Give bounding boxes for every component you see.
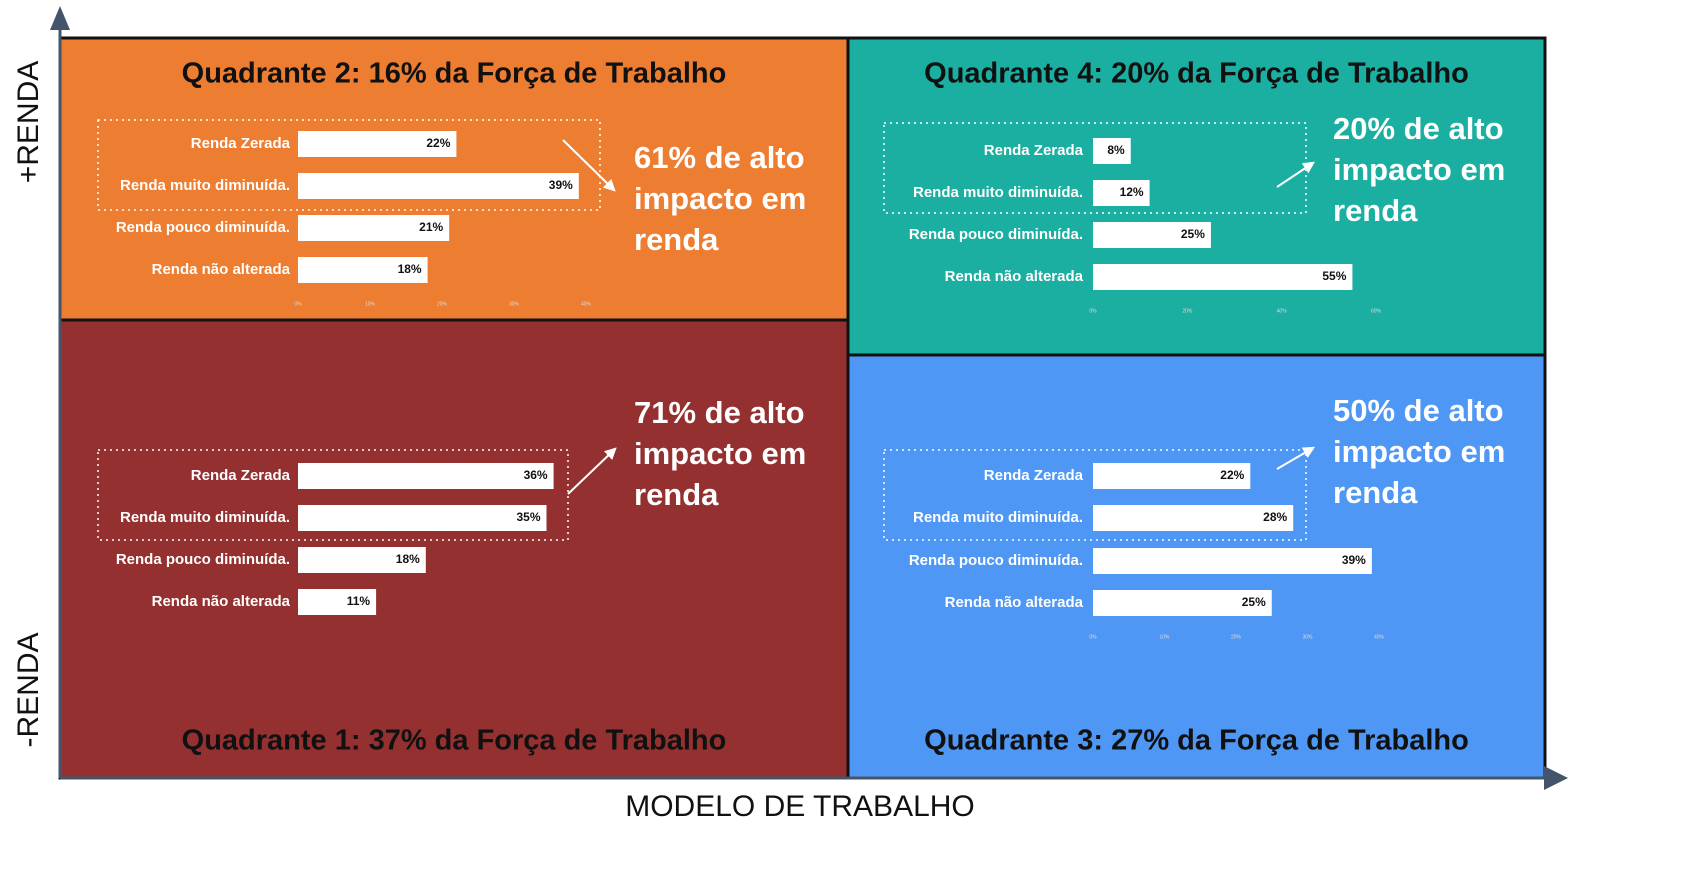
x-tick-label: 10%: [365, 301, 376, 307]
value-label: 22%: [1220, 468, 1244, 482]
bar: [298, 173, 579, 199]
x-tick-label: 20%: [1182, 308, 1193, 314]
annotation: 71% de alto: [634, 395, 805, 430]
category-label: Renda muito diminuída.: [120, 177, 290, 194]
annotation: 61% de alto: [634, 140, 805, 175]
category-label: Renda Zerada: [984, 467, 1084, 484]
category-label: Renda pouco diminuída.: [909, 552, 1083, 569]
value-label: 12%: [1120, 185, 1144, 199]
value-label: 11%: [347, 594, 371, 608]
annotation-arrow: [1276, 446, 1316, 470]
x-tick-label: 10%: [1159, 634, 1170, 640]
category-label: Renda não alterada: [152, 261, 291, 278]
bar: [1093, 264, 1353, 290]
quadrant-background: [846, 36, 1547, 357]
quadrant-title: Quadrante 3: 27% da Força de Trabalho: [924, 725, 1469, 757]
highlight-box: [97, 119, 601, 211]
bar: [1093, 222, 1211, 248]
category-label: Renda Zerada: [984, 142, 1084, 159]
value-label: 18%: [396, 552, 420, 566]
bar: [298, 131, 457, 157]
x-tick-label: 20%: [1231, 634, 1242, 640]
category-label: Renda muito diminuída.: [913, 509, 1083, 526]
annotation: 50% de alto: [1333, 393, 1504, 428]
x-tick-label: 40%: [581, 301, 592, 307]
value-label: 25%: [1242, 595, 1266, 609]
annotation: impacto em: [1333, 152, 1505, 187]
bar: [1093, 590, 1272, 616]
category-label: Renda Zerada: [191, 135, 291, 152]
annotation: impacto em: [634, 181, 806, 216]
bar: [298, 257, 428, 283]
x-tick-label: 40%: [1374, 634, 1385, 640]
annotation-arrow: [567, 447, 617, 495]
value-label: 25%: [1181, 227, 1205, 241]
category-label: Renda não alterada: [152, 593, 291, 610]
bar: [1093, 463, 1251, 489]
annotation-arrow: [562, 139, 616, 192]
x-tick-label: 0%: [1089, 634, 1097, 640]
highlight-box: [883, 449, 1307, 541]
value-label: 35%: [516, 510, 540, 524]
annotation: impacto em: [1333, 434, 1505, 469]
bar: [298, 505, 547, 531]
annotation: impacto em: [634, 436, 806, 471]
quadrant-title: Quadrante 1: 37% da Força de Trabalho: [182, 725, 727, 757]
annotation: renda: [634, 222, 719, 257]
y-axis-arrow: [50, 6, 70, 30]
bar: [1093, 505, 1294, 531]
y-axis-label-bottom: -RENDA: [12, 632, 45, 747]
category-label: Renda muito diminuída.: [913, 184, 1083, 201]
category-label: Renda muito diminuída.: [120, 509, 290, 526]
quadrants: Quadrante 1: 37% da Força de Trabalho 71%…: [58, 36, 1547, 780]
bar: [1093, 138, 1131, 164]
category-label: Renda pouco diminuída.: [116, 219, 290, 236]
category-label: Renda pouco diminuída.: [116, 551, 290, 568]
x-axis-arrow: [1544, 766, 1568, 790]
x-tick-label: 40%: [1277, 308, 1288, 314]
quadrant-title: Quadrante 2: 16% da Força de Trabalho: [182, 58, 727, 90]
annotation: 20% de alto: [1333, 111, 1504, 146]
value-label: 39%: [549, 178, 573, 192]
bar: [1093, 548, 1372, 574]
value-label: 36%: [524, 468, 548, 482]
value-label: 39%: [1342, 553, 1366, 567]
bar: [298, 463, 554, 489]
category-label: Renda pouco diminuída.: [909, 226, 1083, 243]
highlight-box: [883, 122, 1307, 214]
bar: [298, 547, 426, 573]
highlight-box: [97, 449, 569, 541]
x-tick-label: 30%: [509, 301, 520, 307]
value-label: 18%: [398, 262, 422, 276]
x-tick-label: 60%: [1371, 308, 1382, 314]
bar: [298, 215, 450, 241]
category-label: Renda Zerada: [191, 467, 291, 484]
category-label: Renda não alterada: [945, 268, 1084, 285]
quadrant-background: [58, 318, 850, 780]
y-axis-label-top: +RENDA: [12, 61, 45, 184]
bar: [1093, 180, 1150, 206]
value-label: 21%: [419, 220, 443, 234]
category-label: Renda não alterada: [945, 594, 1084, 611]
value-label: 8%: [1107, 143, 1125, 157]
x-axis-label: MODELO DE TRABALHO: [625, 790, 975, 823]
quadrant-title: Quadrante 4: 20% da Força de Trabalho: [924, 58, 1469, 90]
annotation: renda: [1333, 193, 1418, 228]
bar: [298, 589, 377, 615]
value-label: 28%: [1263, 510, 1287, 524]
x-tick-label: 0%: [1089, 308, 1097, 314]
annotation: renda: [634, 477, 719, 512]
value-label: 55%: [1322, 269, 1346, 283]
x-tick-label: 20%: [437, 301, 448, 307]
x-tick-label: 30%: [1302, 634, 1313, 640]
annotation-arrow: [1276, 161, 1315, 188]
annotation: renda: [1333, 475, 1418, 510]
x-tick-label: 0%: [294, 301, 302, 307]
value-label: 22%: [426, 136, 450, 150]
